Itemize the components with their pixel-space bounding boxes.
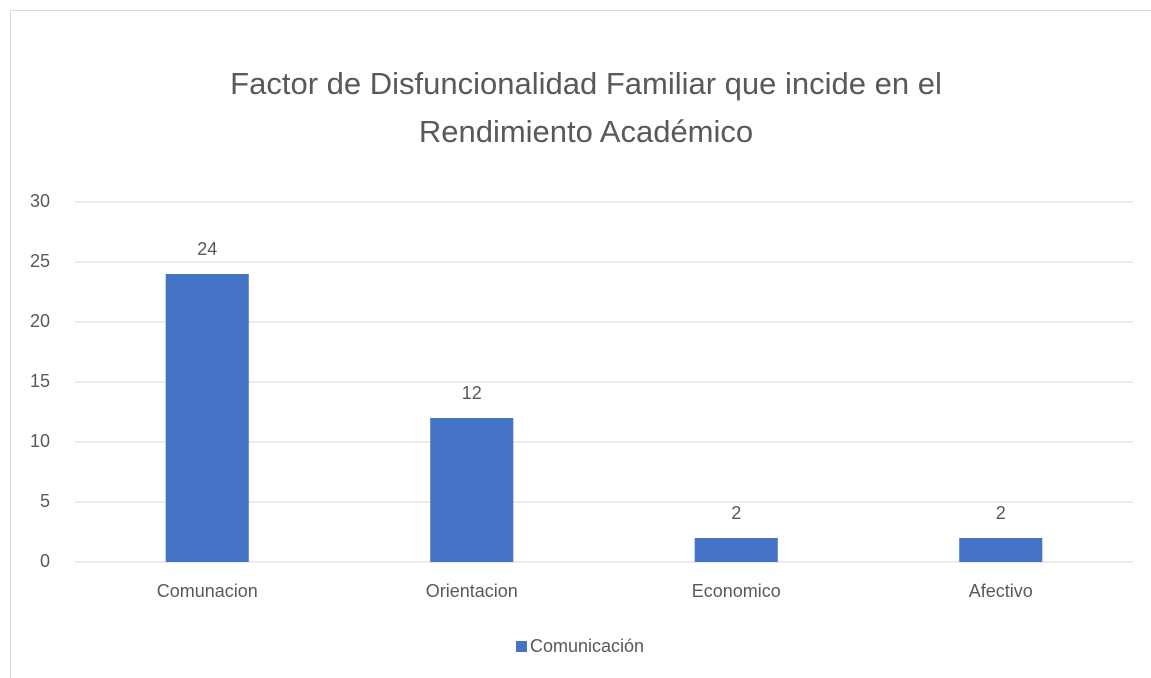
- bar: [430, 418, 514, 562]
- chart-title: Rendimiento Académico: [419, 114, 753, 149]
- x-tick-label: Orientacion: [426, 581, 518, 601]
- legend-label: Comunicación: [530, 636, 644, 656]
- data-label: 12: [462, 383, 482, 403]
- y-tick-label: 15: [30, 371, 50, 391]
- x-tick-label: Comunacion: [157, 581, 258, 601]
- y-tick-label: 10: [30, 431, 50, 451]
- chart-title: Factor de Disfuncionalidad Familiar que …: [230, 66, 942, 101]
- data-label: 2: [996, 503, 1006, 523]
- data-label: 2: [731, 503, 741, 523]
- y-tick-label: 25: [30, 251, 50, 271]
- bar: [165, 274, 249, 562]
- x-tick-label: Afectivo: [969, 581, 1033, 601]
- y-tick-label: 0: [40, 551, 50, 571]
- data-label: 24: [197, 239, 217, 259]
- bar: [959, 538, 1043, 562]
- bar: [694, 538, 778, 562]
- y-tick-label: 5: [40, 491, 50, 511]
- y-tick-label: 30: [30, 191, 50, 211]
- legend-swatch: [516, 641, 527, 652]
- x-tick-label: Economico: [692, 581, 781, 601]
- y-tick-label: 20: [30, 311, 50, 331]
